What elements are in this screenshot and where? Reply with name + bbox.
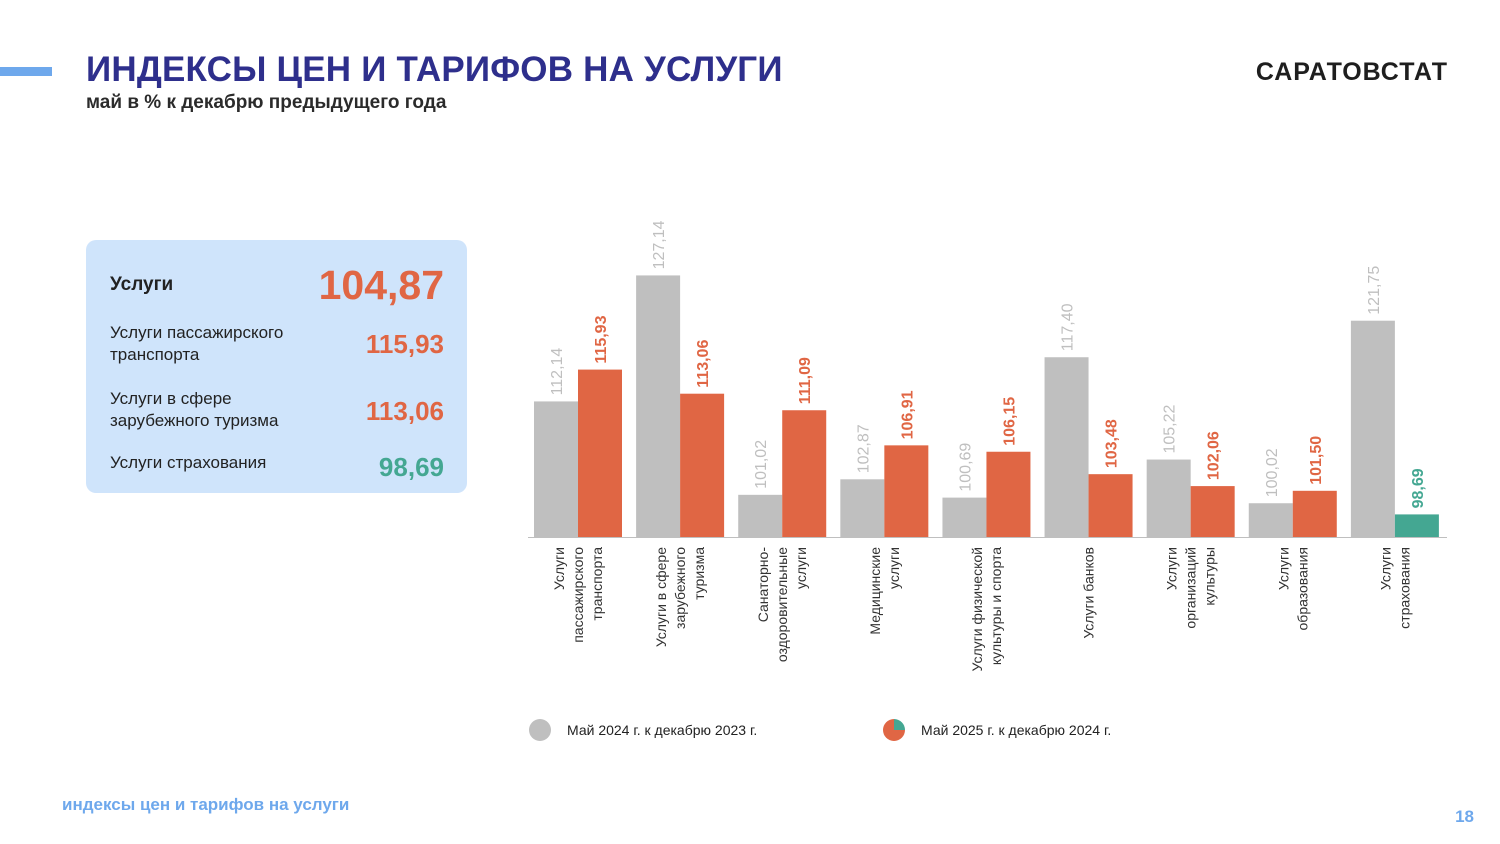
data-label-s0-c6: 105,22 xyxy=(1162,405,1179,454)
category-label-8-line-1: страхования xyxy=(1396,547,1412,629)
bar-s0-c1 xyxy=(636,275,681,537)
summary-card: Услуги 104,87 Услуги пассажирского транс… xyxy=(86,240,467,493)
bar-s1-c0 xyxy=(578,369,622,537)
category-label-1-line-2: туризма xyxy=(691,547,707,600)
summary-main-row: Услуги 104,87 xyxy=(110,262,444,308)
summary-label-insurance: Услуги страхования xyxy=(110,453,267,472)
bar-s1-c5 xyxy=(1088,474,1133,537)
category-label-6-line-2: культуры xyxy=(1202,547,1218,606)
category-label-2-line-2: услуги xyxy=(793,547,809,589)
category-label-2-line-0: Санаторно- xyxy=(755,547,771,623)
bar-s0-c5 xyxy=(1044,357,1089,537)
category-label-7-line-0: Услуги xyxy=(1275,547,1291,590)
summary-value-insurance: 98,69 xyxy=(378,452,444,482)
category-label-5-line-0: Услуги банков xyxy=(1081,547,1097,639)
accent-bar xyxy=(0,67,52,76)
data-label-s1-c3: 106,91 xyxy=(899,390,916,439)
bar-s1-c6 xyxy=(1190,486,1235,537)
legend-swatch-2024 xyxy=(529,719,551,741)
legend-label-2025: Май 2025 г. к декабрю 2024 г. xyxy=(921,722,1112,738)
legend-item-2025: Май 2025 г. к декабрю 2024 г. xyxy=(883,719,1111,741)
summary-main-label: Услуги xyxy=(110,274,174,295)
data-label-s0-c7: 100,02 xyxy=(1264,448,1281,497)
bar-s1-c4 xyxy=(986,451,1031,537)
page-title: ИНДЕКСЫ ЦЕН И ТАРИФОВ НА УСЛУГИ xyxy=(86,50,783,89)
bar-s0-c3 xyxy=(840,479,885,537)
summary-label-tourism: Услуги в сфере зарубежного туризма xyxy=(110,389,279,430)
data-label-s0-c1: 127,14 xyxy=(651,220,668,269)
bar-s1-c3 xyxy=(884,445,929,537)
legend-swatch-2025 xyxy=(883,719,905,741)
legend-label-2024: Май 2024 г. к декабрю 2023 г. xyxy=(567,722,758,738)
bar-s1-c7 xyxy=(1292,490,1337,537)
category-label-3-line-0: Медицинские xyxy=(867,547,883,635)
page-subtitle: май в % к декабрю предыдущего года xyxy=(86,92,447,113)
category-label-6-line-0: Услуги xyxy=(1164,547,1180,590)
category-label-7-line-1: образования xyxy=(1294,547,1310,630)
legend-item-2024: Май 2024 г. к декабрю 2023 г. xyxy=(529,719,757,741)
category-label-1-line-1: зарубежного xyxy=(672,547,688,629)
bar-s0-c8 xyxy=(1350,320,1395,537)
summary-row-insurance: Услуги страхования 98,69 xyxy=(110,452,444,482)
category-label-4-line-0: Услуги физической xyxy=(969,547,985,672)
summary-value-transport: 115,93 xyxy=(365,329,444,359)
data-label-s0-c0: 112,14 xyxy=(549,348,566,396)
category-label-2-line-1: оздоровительные xyxy=(774,547,790,662)
data-label-s0-c2: 101,02 xyxy=(753,440,770,489)
summary-main-value: 104,87 xyxy=(318,262,444,308)
category-label-8-line-0: Услуги xyxy=(1377,547,1393,590)
data-label-s1-c7: 101,50 xyxy=(1308,436,1325,485)
data-label-s1-c4: 106,15 xyxy=(1001,397,1018,446)
data-label-s1-c0: 115,93 xyxy=(593,315,610,363)
bar-s1-c2 xyxy=(782,410,827,537)
bar-s0-c7 xyxy=(1248,503,1293,537)
data-label-s1-c8: 98,69 xyxy=(1410,468,1427,508)
footer-caption: индексы цен и тарифов на услуги xyxy=(62,795,350,814)
bar-s0-c0 xyxy=(534,401,578,537)
data-label-s1-c5: 103,48 xyxy=(1104,419,1121,468)
category-label-3-line-1: услуги xyxy=(886,547,902,589)
brand-logo: САРАТОВСТАТ xyxy=(1255,58,1448,86)
category-label-4-line-1: культуры и спорта xyxy=(988,547,1004,665)
category-label-1-line-0: Услуги в сфере xyxy=(653,547,669,647)
bar-s0-c6 xyxy=(1146,459,1191,537)
summary-row-tourism: Услуги в сфере зарубежного туризма 113,0… xyxy=(110,388,444,432)
data-label-s1-c1: 113,06 xyxy=(695,340,712,388)
summary-value-tourism: 113,06 xyxy=(365,396,444,426)
category-label-0-line-1: пассажирского xyxy=(570,547,586,643)
data-label-s1-c6: 102,06 xyxy=(1206,431,1223,480)
category-label-0-line-0: Услуги xyxy=(551,547,567,590)
bar-s1-c1 xyxy=(680,393,725,537)
bar-s1-c8 xyxy=(1394,514,1439,537)
bar-s0-c4 xyxy=(942,497,987,537)
page-number: 18 xyxy=(1455,807,1474,826)
data-label-s1-c2: 111,09 xyxy=(797,357,814,404)
summary-label-transport: Услуги пассажирского транспорта xyxy=(110,323,284,364)
category-label-6-line-1: организаций xyxy=(1183,547,1199,629)
data-label-s0-c4: 100,69 xyxy=(957,443,974,492)
category-label-0-line-2: транспорта xyxy=(589,547,605,621)
summary-row-transport: Услуги пассажирского транспорта 115,93 xyxy=(110,322,444,366)
data-label-s0-c3: 102,87 xyxy=(855,424,872,473)
data-label-s0-c8: 121,75 xyxy=(1366,266,1383,315)
bar-s0-c2 xyxy=(738,494,783,537)
data-label-s0-c5: 117,40 xyxy=(1060,303,1077,351)
